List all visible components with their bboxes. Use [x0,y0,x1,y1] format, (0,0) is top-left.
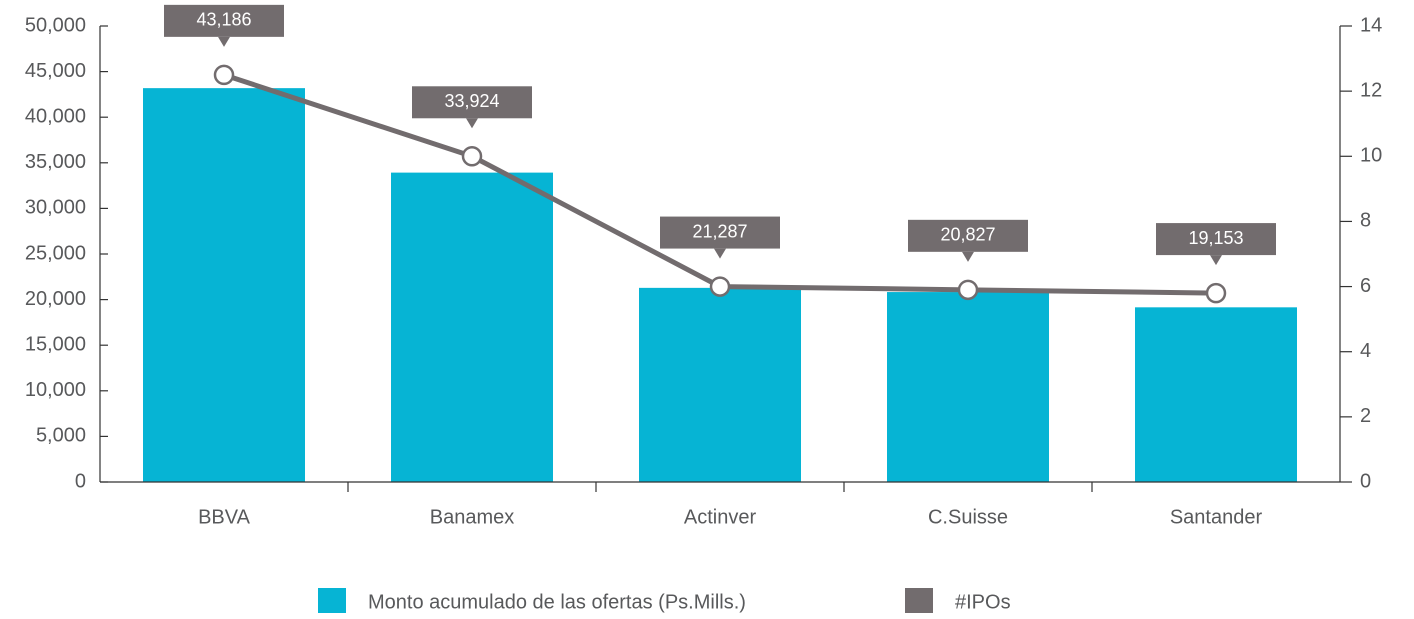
line-point [1205,282,1227,304]
data-label: 19,153 [1188,228,1243,248]
y-tick-label: 0 [75,470,86,492]
y2-tick-label: 12 [1360,79,1382,101]
y-tick-label: 50,000 [25,14,86,36]
callout-pointer [466,118,478,129]
y2-tick-label: 8 [1360,210,1371,232]
bar [887,292,1049,482]
y2-tick-label: 2 [1360,405,1371,427]
bar [391,172,553,483]
y2-tick-label: 6 [1360,275,1371,297]
legend-label: Monto acumulado de las ofertas (Ps.Mills… [368,591,746,613]
callout-box [660,216,780,249]
y-tick-label: 15,000 [25,333,86,355]
x-tick-label: Banamex [430,506,515,528]
y-tick-label: 10,000 [25,379,86,401]
data-label: 43,186 [196,10,251,30]
y-tick-label: 5,000 [36,425,86,447]
y-tick-label: 30,000 [25,197,86,219]
x-tick-label: Actinver [684,506,757,528]
data-label: 20,827 [940,225,995,245]
y-tick-label: 20,000 [25,288,86,310]
callout-pointer [962,251,974,262]
x-tick-label: Santander [1170,506,1263,528]
callout-box [412,86,532,119]
callout-pointer [1210,255,1222,266]
x-tick-label: BBVA [198,506,251,528]
line-point [957,279,979,301]
bar [143,88,305,482]
line-point [213,64,235,86]
bar [1135,307,1297,482]
legend-swatch [905,588,933,613]
callout-pointer [218,36,230,47]
callout-box [908,219,1028,252]
bar [639,287,801,482]
legend-label: #IPOs [955,591,1011,613]
callout-box [1156,223,1276,256]
y-tick-label: 25,000 [25,242,86,264]
line-point [709,276,731,297]
callout-box [164,4,284,37]
line [223,72,1217,296]
line-point [461,146,483,167]
y2-tick-label: 10 [1360,145,1382,167]
legend-swatch [318,588,346,613]
callout-pointer [714,248,726,259]
y2-tick-label: 4 [1360,340,1371,362]
y2-tick-label: 0 [1360,470,1371,492]
x-tick-label: C.Suisse [928,506,1008,528]
y2-tick-label: 14 [1360,14,1382,36]
y-tick-label: 35,000 [25,151,86,173]
data-label: 33,924 [444,91,499,111]
data-label: 21,287 [692,221,747,241]
y-tick-label: 40,000 [25,105,86,127]
y-tick-label: 45,000 [25,60,86,82]
